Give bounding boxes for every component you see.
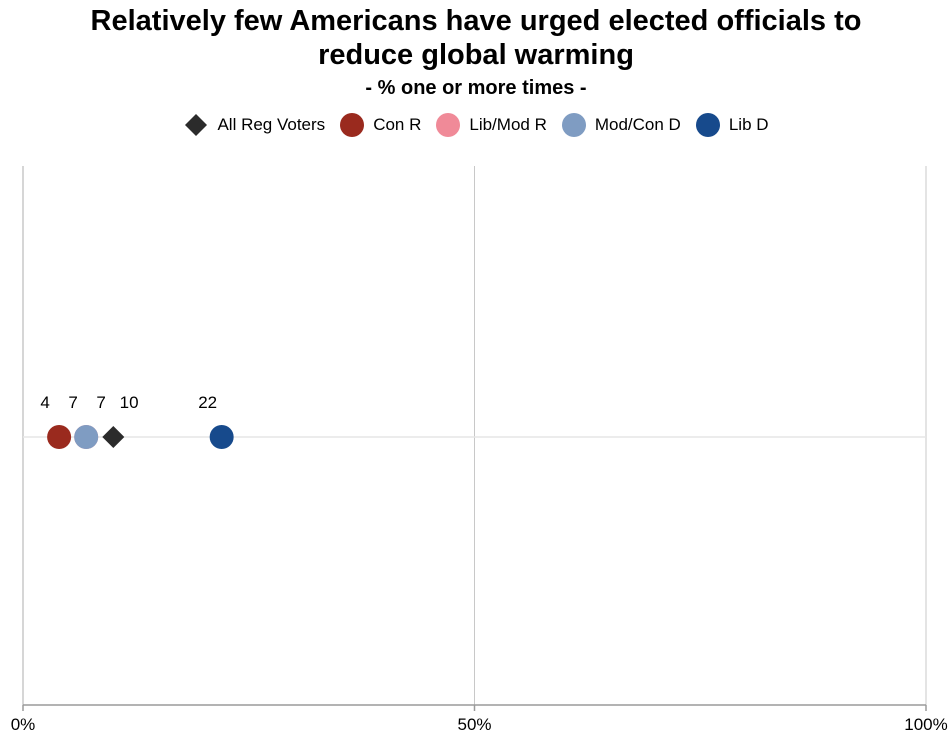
legend-item-lib-d: Lib D: [695, 112, 769, 138]
chart-title: Relatively few Americans have urged elec…: [0, 4, 952, 72]
legend-item-mod-con-d: Mod/Con D: [561, 112, 681, 138]
point-con-r: [47, 425, 72, 449]
x-tick-label: 100%: [904, 715, 947, 734]
legend-label: Lib D: [728, 115, 769, 134]
data-label-lib-mod-r: 7: [68, 393, 77, 412]
legend-item-con-r: Con R: [339, 112, 421, 138]
legend-marker-con-r: [339, 112, 365, 138]
legend-label: Mod/Con D: [594, 115, 681, 134]
legend: All Reg Voters Con R Lib/Mod R Mod/Con D Lib…: [0, 110, 952, 140]
legend-label: Lib/Mod R: [469, 115, 547, 134]
chart-title-line-2: reduce global warming: [318, 39, 634, 71]
point-lib-d: [209, 425, 234, 449]
point-all-reg-voters: [102, 426, 125, 448]
legend-marker-all-reg-voters: [183, 112, 209, 138]
legend-item-all-reg-voters: All Reg Voters: [183, 112, 325, 138]
x-tick-label: 50%: [457, 715, 491, 734]
legend-marker-lib-d: [695, 112, 721, 138]
data-label-mod-con-d: 7: [96, 393, 105, 412]
data-label-all-reg-voters: 10: [120, 393, 139, 412]
chart-subtitle: - % one or more times -: [365, 77, 587, 99]
point-mod-con-d: [74, 425, 99, 449]
legend-label: All Reg Voters: [217, 115, 326, 134]
data-label-lib-d: 22: [198, 393, 217, 412]
chart-title-line-1: Relatively few Americans have urged elec…: [90, 5, 862, 37]
data-label-con-r: 4: [40, 393, 49, 412]
legend-marker-mod-con-d: [561, 112, 587, 138]
x-tick-label: 0%: [11, 715, 36, 734]
legend-item-lib-mod-r: Lib/Mod R: [435, 112, 547, 138]
legend-label: Con R: [373, 115, 422, 134]
legend-marker-lib-mod-r: [435, 112, 461, 138]
